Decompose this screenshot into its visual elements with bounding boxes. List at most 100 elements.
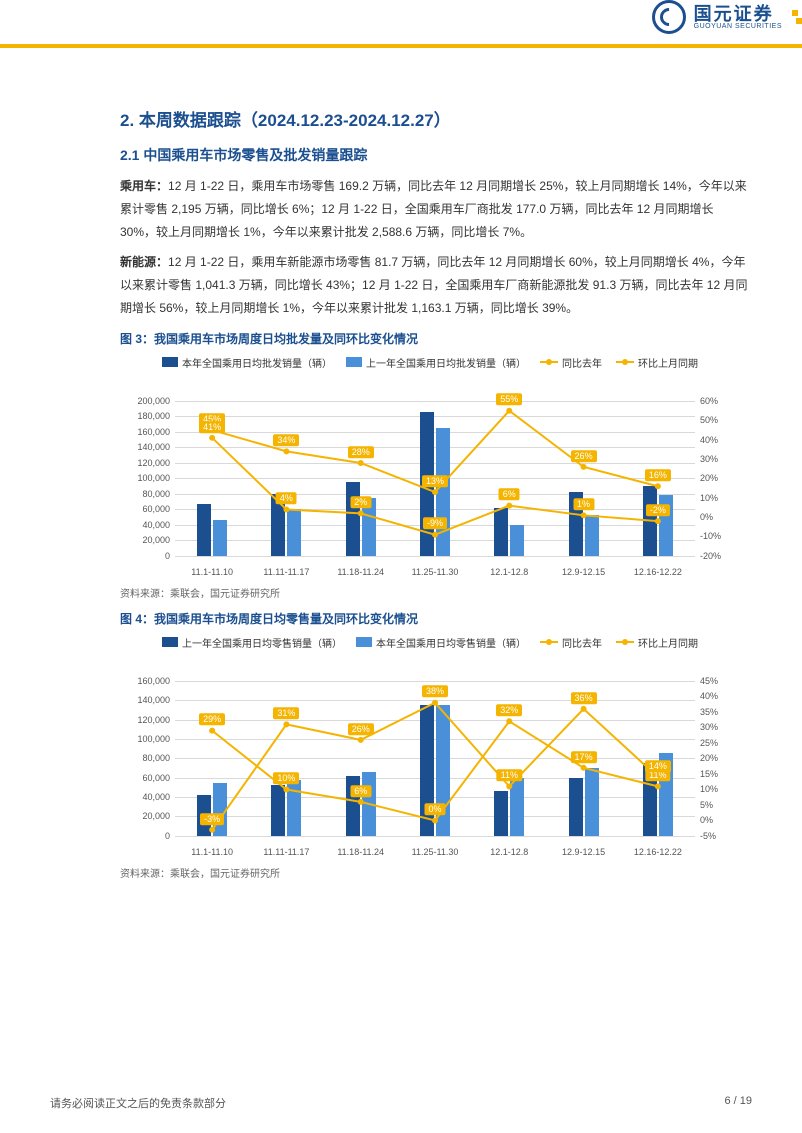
subsection-title: 2.1 中国乘用车市场零售及批发销量跟踪 xyxy=(120,145,752,165)
x-tick: 12.1-12.8 xyxy=(490,567,528,577)
p2-text: 12 月 1-22 日，乘用车新能源市场零售 81.7 万辆，同比去年 12 月… xyxy=(120,255,747,315)
chart-bar xyxy=(287,780,301,836)
chart-bar xyxy=(362,772,376,836)
y-left-tick: 60,000 xyxy=(120,504,170,514)
y-right-tick: 40% xyxy=(700,435,740,445)
y-right-tick: 50% xyxy=(700,415,740,425)
data-label: 1% xyxy=(573,498,594,510)
y-right-tick: 30% xyxy=(700,454,740,464)
data-label: 17% xyxy=(571,751,597,763)
data-label: 41% xyxy=(199,421,225,433)
y-right-tick: 35% xyxy=(700,707,740,717)
section-number: 2. xyxy=(120,111,134,130)
chart-bar xyxy=(510,778,524,836)
data-label: 10% xyxy=(273,772,299,784)
y-left-tick: 100,000 xyxy=(120,734,170,744)
y-right-tick: 20% xyxy=(700,473,740,483)
logo-mark-icon xyxy=(652,0,686,34)
chart-bar xyxy=(585,768,599,836)
x-tick: 11.11-11.17 xyxy=(263,567,309,577)
legend-item: 本年全国乘用日均零售销量（辆） xyxy=(356,635,526,650)
subsection-title-text: 中国乘用车市场零售及批发销量跟踪 xyxy=(143,147,367,163)
data-label: 6% xyxy=(350,785,371,797)
y-right-tick: -20% xyxy=(700,551,740,561)
chart-bar xyxy=(213,783,227,836)
chart-bar xyxy=(213,520,227,556)
data-label: 11% xyxy=(497,769,522,781)
y-right-tick: -5% xyxy=(700,831,740,841)
footer-disclaimer: 请务必阅读正文之后的免责条款部分 xyxy=(50,1095,226,1111)
data-label: 31% xyxy=(273,707,299,719)
chart-bar xyxy=(494,791,508,836)
y-left-tick: 20,000 xyxy=(120,811,170,821)
y-right-tick: -10% xyxy=(700,531,740,541)
legend-item: 环比上月同期 xyxy=(616,635,698,650)
chart-bar xyxy=(436,428,450,556)
brand-name-en: GUOYUAN SECURITIES xyxy=(694,23,782,30)
data-label: 26% xyxy=(571,450,597,462)
data-label: -3% xyxy=(200,813,224,825)
subsection-number: 2.1 xyxy=(120,147,139,163)
legend-item: 上一年全国乘用日均零售销量（辆） xyxy=(162,635,342,650)
x-tick: 12.16-12.22 xyxy=(634,567,682,577)
brand-logo: 国元证券 GUOYUAN SECURITIES xyxy=(652,0,802,34)
chart-bar xyxy=(436,705,450,836)
x-tick: 12.9-12.15 xyxy=(562,847,605,857)
data-label: 4% xyxy=(276,492,297,504)
section-title-text: 本周数据跟踪（2024.12.23-2024.12.27） xyxy=(139,111,451,130)
chart-bar xyxy=(420,705,434,836)
y-left-tick: 160,000 xyxy=(120,676,170,686)
legend-item: 环比上月同期 xyxy=(616,355,698,370)
y-left-tick: 0 xyxy=(120,831,170,841)
figure4-source: 资料来源：乘联会，国元证券研究所 xyxy=(120,865,752,880)
y-right-tick: 10% xyxy=(700,784,740,794)
chart-bar xyxy=(346,482,360,556)
y-left-tick: 60,000 xyxy=(120,773,170,783)
y-right-tick: 20% xyxy=(700,753,740,763)
y-right-tick: 0% xyxy=(700,512,740,522)
p1-label: 乘用车： xyxy=(120,179,168,193)
logo-squares-icon xyxy=(792,10,802,24)
chart-bar xyxy=(569,778,583,836)
chart-bar xyxy=(585,515,599,555)
chart-bar xyxy=(287,509,301,556)
x-tick: 12.9-12.15 xyxy=(562,567,605,577)
data-label: 36% xyxy=(571,692,597,704)
data-label: -9% xyxy=(423,518,447,530)
data-label: -2% xyxy=(646,504,670,516)
y-right-tick: 60% xyxy=(700,396,740,406)
figure4-chart: 上一年全国乘用日均零售销量（辆） 本年全国乘用日均零售销量（辆） 同比去年环比上月同… xyxy=(120,631,740,861)
legend-item: 本年全国乘用日均批发销量（辆） xyxy=(162,355,332,370)
chart-bar xyxy=(197,504,211,556)
chart-bar xyxy=(510,525,524,556)
y-right-tick: 10% xyxy=(700,493,740,503)
x-tick: 11.25-11.30 xyxy=(412,847,459,857)
y-left-tick: 80,000 xyxy=(120,753,170,763)
data-label: 2% xyxy=(350,496,371,508)
p1-text: 12 月 1-22 日，乘用车市场零售 169.2 万辆，同比去年 12 月同期… xyxy=(120,179,747,239)
x-tick: 12.1-12.8 xyxy=(490,847,528,857)
y-left-tick: 120,000 xyxy=(120,458,170,468)
legend-item: 同比去年 xyxy=(540,355,602,370)
data-label: 29% xyxy=(199,714,225,726)
legend-item: 同比去年 xyxy=(540,635,602,650)
x-tick: 11.1-11.10 xyxy=(191,847,233,857)
y-left-tick: 80,000 xyxy=(120,489,170,499)
figure3-title: 图 3：我国乘用车市场周度日均批发量及同环比变化情况 xyxy=(120,330,752,347)
y-right-tick: 40% xyxy=(700,691,740,701)
page-footer: 请务必阅读正文之后的免责条款部分 6 / 19 xyxy=(50,1095,752,1111)
data-label: 32% xyxy=(496,704,522,716)
data-label: 16% xyxy=(645,469,671,481)
footer-page: 6 / 19 xyxy=(724,1095,752,1111)
data-label: 26% xyxy=(348,723,374,735)
data-label: 38% xyxy=(422,686,448,698)
y-left-tick: 200,000 xyxy=(120,396,170,406)
y-left-tick: 140,000 xyxy=(120,442,170,452)
y-left-tick: 40,000 xyxy=(120,792,170,802)
brand-name-cn: 国元证券 xyxy=(694,5,782,23)
y-left-tick: 160,000 xyxy=(120,427,170,437)
chart-bar xyxy=(271,785,285,835)
data-label: 13% xyxy=(422,475,448,487)
x-tick: 11.25-11.30 xyxy=(412,567,459,577)
y-right-tick: 45% xyxy=(700,676,740,686)
